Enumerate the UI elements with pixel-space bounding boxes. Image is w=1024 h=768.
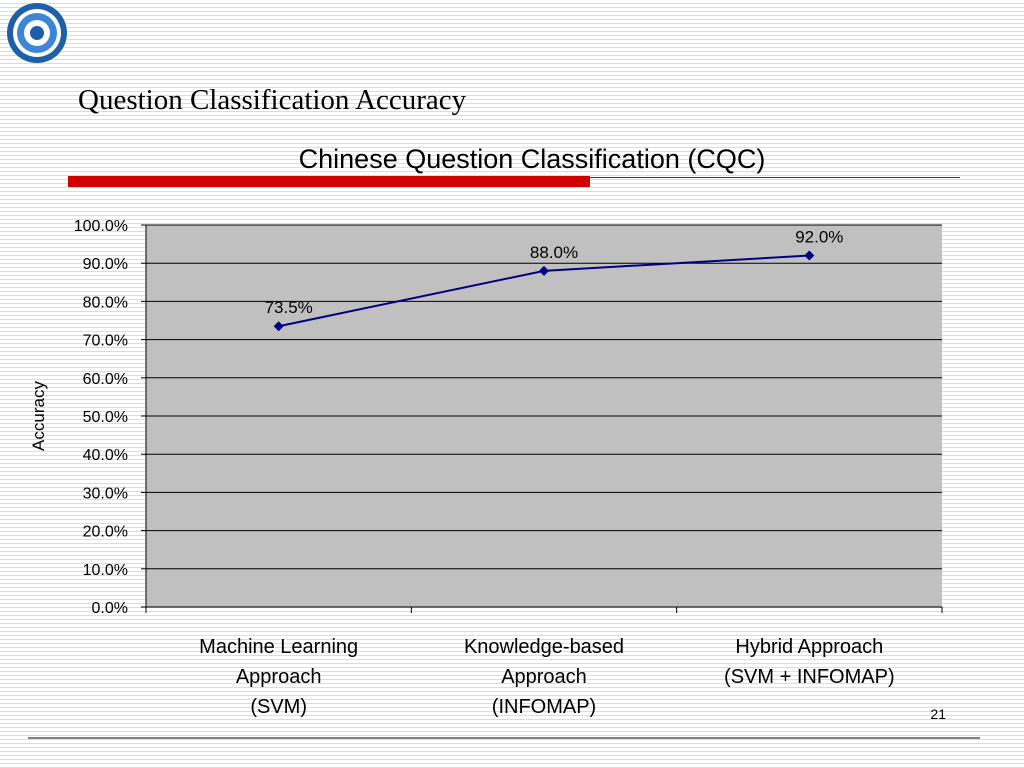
data-label: 92.0% <box>795 228 843 247</box>
slide-title: Question Classification Accuracy <box>78 84 467 116</box>
x-axis <box>145 225 943 613</box>
y-tick-label: 100.0% <box>74 218 128 235</box>
y-tick-label: 60.0% <box>83 371 128 388</box>
y-tick-label: 90.0% <box>83 256 128 273</box>
data-label: 88.0% <box>530 243 578 262</box>
gridlines <box>146 224 942 570</box>
data-label: 73.5% <box>265 298 313 317</box>
y-tick-label: 50.0% <box>83 409 128 426</box>
y-axis-label: Accuracy <box>29 381 48 451</box>
series: 73.5% 88.0% 92.0% <box>265 228 843 332</box>
y-tick-label: 70.0% <box>83 333 128 350</box>
y-axis-ticks: 0.0% 10.0% 20.0% 30.0% 40.0% 50.0% 60.0% 70.0% 8… <box>74 218 146 617</box>
y-tick-label: 10.0% <box>83 562 128 579</box>
footer-rule <box>28 737 980 739</box>
y-tick-label: 80.0% <box>83 294 128 311</box>
data-point <box>273 321 284 332</box>
x-category-label: Machine Learning Approach (SVM) <box>199 636 359 718</box>
chart-title: Chinese Question Classification (CQC) <box>298 144 766 174</box>
y-tick-label: 20.0% <box>83 524 128 541</box>
page-number: 21 <box>930 706 946 722</box>
data-point <box>804 250 815 261</box>
x-category-label: Knowledge-based Approach (INFOMAP) <box>463 636 625 718</box>
x-category-label: Hybrid Approach (SVM + INFOMAP) <box>724 636 895 688</box>
y-tick-label: 30.0% <box>83 485 128 502</box>
title-underline-accent <box>68 176 590 187</box>
y-tick-label: 40.0% <box>83 447 128 464</box>
y-tick-label: 0.0% <box>92 600 128 617</box>
lab-logo <box>7 3 67 63</box>
data-point <box>539 265 549 276</box>
